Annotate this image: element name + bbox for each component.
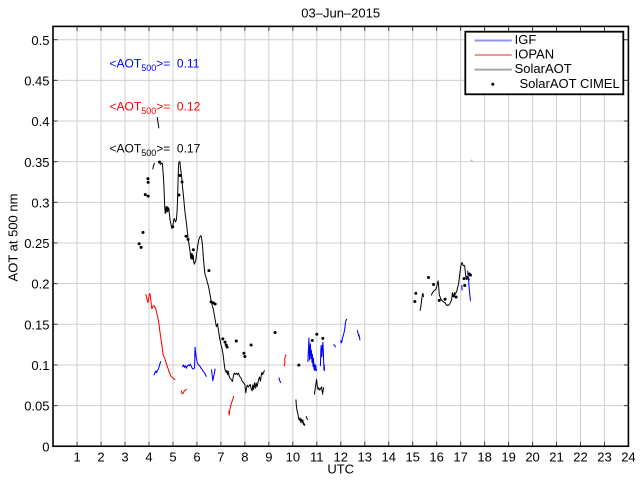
svg-text:0: 0 <box>42 439 49 454</box>
svg-text:0.1: 0.1 <box>31 358 49 373</box>
svg-text:24: 24 <box>621 449 635 464</box>
svg-text:6: 6 <box>193 449 200 464</box>
svg-text:11: 11 <box>310 449 324 464</box>
svg-text:1: 1 <box>73 449 80 464</box>
svg-text:9: 9 <box>265 449 272 464</box>
svg-text:12: 12 <box>334 449 348 464</box>
svg-text:2: 2 <box>97 449 104 464</box>
svg-text:03–Jun–2015: 03–Jun–2015 <box>301 5 380 20</box>
svg-text:20: 20 <box>525 449 539 464</box>
svg-text:7: 7 <box>217 449 224 464</box>
svg-text:0.4: 0.4 <box>31 114 49 129</box>
svg-text:5: 5 <box>169 449 176 464</box>
svg-text:21: 21 <box>549 449 563 464</box>
svg-text:8: 8 <box>241 449 248 464</box>
svg-text:0.5: 0.5 <box>31 33 49 48</box>
svg-text:UTC: UTC <box>327 461 354 476</box>
svg-text:3: 3 <box>121 449 128 464</box>
svg-text:0.15: 0.15 <box>24 317 49 332</box>
svg-text:13: 13 <box>358 449 372 464</box>
svg-text:10: 10 <box>286 449 300 464</box>
svg-text:16: 16 <box>429 449 443 464</box>
svg-text:IGF: IGF <box>515 32 537 47</box>
svg-text:SolarAOT CIMEL: SolarAOT CIMEL <box>520 76 620 91</box>
svg-text:AOT at 500 nm: AOT at 500 nm <box>5 194 20 282</box>
svg-text:19: 19 <box>501 449 515 464</box>
svg-text:0.45: 0.45 <box>24 73 49 88</box>
svg-text:0.05: 0.05 <box>24 399 49 414</box>
svg-text:<AOT500>= 0.17: <AOT500>= 0.17 <box>110 141 201 157</box>
svg-text:SolarAOT: SolarAOT <box>515 61 572 76</box>
svg-text:0.25: 0.25 <box>24 236 49 251</box>
svg-text:<AOT500>= 0.11: <AOT500>= 0.11 <box>110 57 200 73</box>
svg-text:<AOT500>= 0.12: <AOT500>= 0.12 <box>110 99 201 115</box>
svg-text:IOPAN: IOPAN <box>515 47 555 62</box>
svg-text:15: 15 <box>405 449 419 464</box>
svg-text:23: 23 <box>597 449 611 464</box>
svg-text:0.35: 0.35 <box>24 155 49 170</box>
svg-text:14: 14 <box>381 449 395 464</box>
svg-text:17: 17 <box>453 449 467 464</box>
svg-text:0.3: 0.3 <box>31 195 49 210</box>
svg-text:22: 22 <box>573 449 587 464</box>
svg-text:0.2: 0.2 <box>31 277 49 292</box>
svg-text:4: 4 <box>145 449 152 464</box>
svg-text:18: 18 <box>477 449 491 464</box>
